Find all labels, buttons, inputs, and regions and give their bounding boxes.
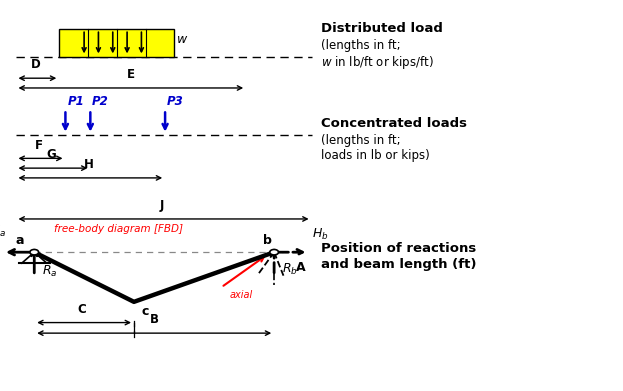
Text: (lengths in ft;: (lengths in ft; [321, 39, 401, 52]
Text: Distributed load: Distributed load [321, 22, 443, 34]
Text: and beam length (ft): and beam length (ft) [321, 258, 477, 271]
Text: Position of reactions: Position of reactions [321, 242, 476, 255]
Text: C: C [78, 303, 87, 316]
Text: $H_a$: $H_a$ [0, 223, 6, 239]
Text: G: G [47, 149, 57, 161]
Text: b: b [264, 234, 272, 247]
Text: E: E [127, 68, 135, 81]
Text: $H_b$: $H_b$ [312, 227, 328, 242]
Text: free-body diagram [FBD]: free-body diagram [FBD] [54, 224, 183, 234]
Circle shape [270, 249, 278, 255]
Text: (lengths in ft;: (lengths in ft; [321, 134, 401, 147]
Text: P3: P3 [167, 95, 184, 108]
Text: P2: P2 [92, 95, 109, 108]
Circle shape [30, 249, 39, 255]
Text: $w$ in lb/ft or kips/ft): $w$ in lb/ft or kips/ft) [321, 54, 434, 71]
Text: $R_a$: $R_a$ [42, 264, 58, 278]
Text: A: A [296, 261, 305, 274]
Text: $w$: $w$ [176, 32, 189, 46]
Bar [59, 29, 174, 57]
Text: a: a [16, 234, 24, 247]
Text: loads in lb or kips): loads in lb or kips) [321, 149, 430, 161]
Text: B: B [150, 313, 158, 326]
Text: F: F [36, 139, 43, 152]
Text: c: c [141, 305, 149, 318]
Text: D: D [31, 58, 41, 71]
Text: J: J [159, 199, 164, 212]
Text: $R_b$: $R_b$ [282, 262, 298, 277]
Text: P1: P1 [67, 95, 84, 108]
Text: H: H [84, 158, 94, 171]
Text: Concentrated loads: Concentrated loads [321, 117, 467, 130]
Text: axial: axial [229, 290, 252, 300]
